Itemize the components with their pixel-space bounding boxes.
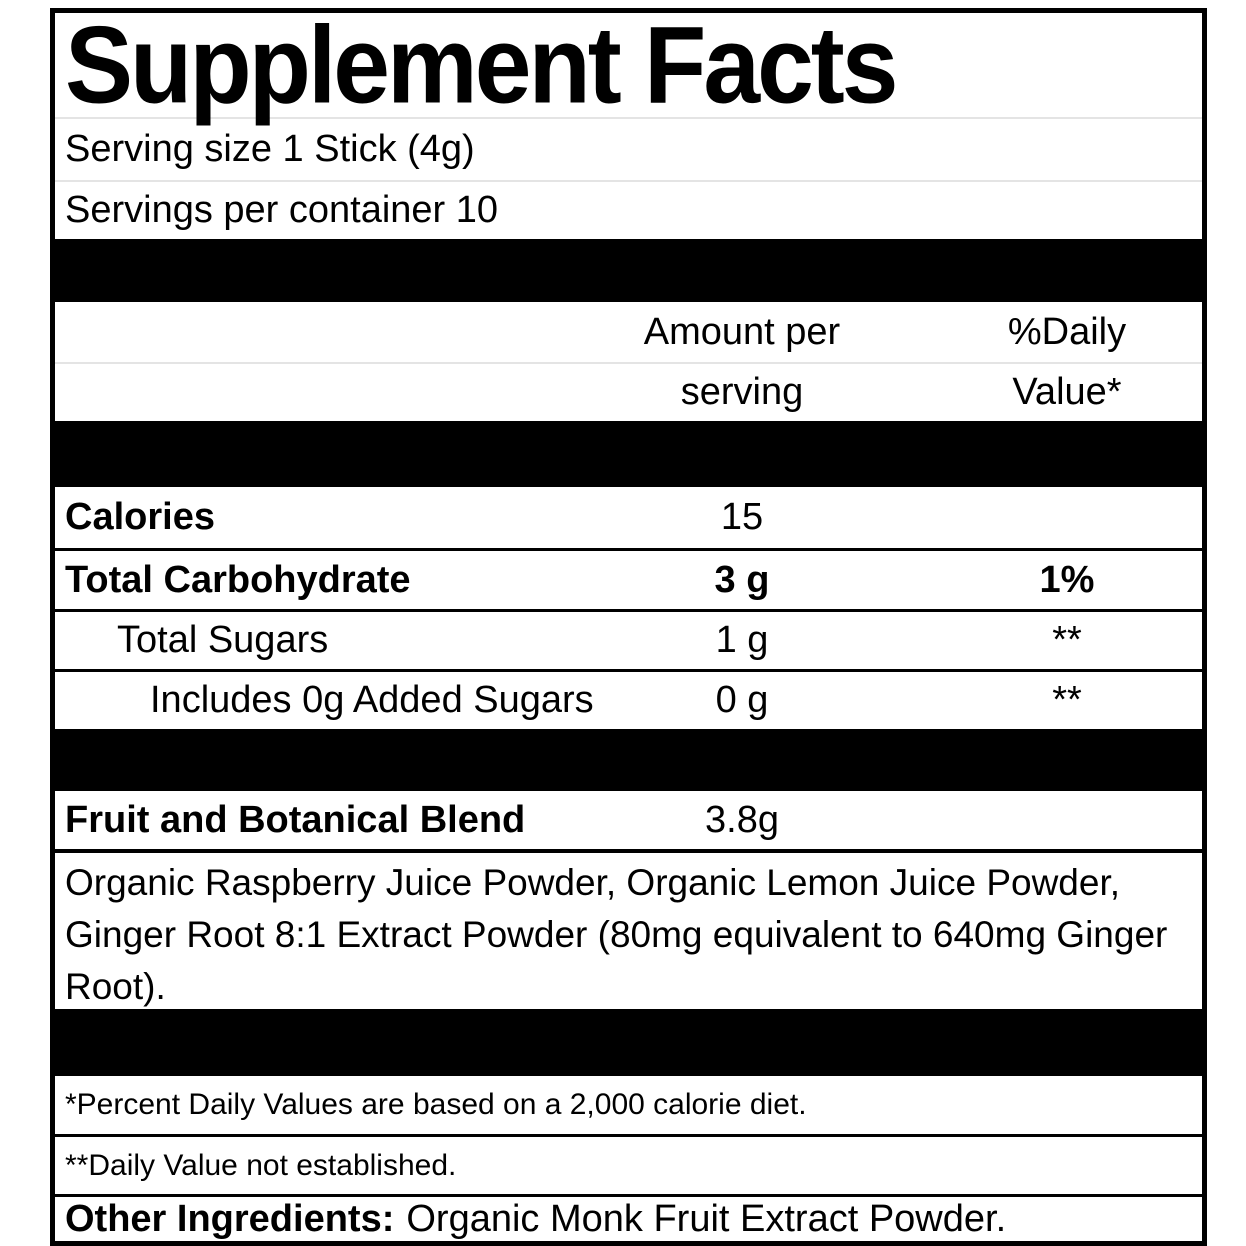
servings-per-container-row: Servings per container 10	[55, 180, 1202, 239]
nutrient-amount: 1 g	[715, 619, 769, 661]
nutrient-row-calories: Calories 15	[55, 487, 1202, 548]
nutrient-amount: 0 g	[715, 679, 769, 721]
footnote-daily-value-text: *Percent Daily Values are based on a 2,0…	[65, 1088, 807, 1121]
other-ingredients-text: Organic Monk Fruit Extract Powder.	[406, 1197, 1007, 1240]
nutrient-row-added-sugars: Includes 0g Added Sugars 0 g **	[55, 669, 1202, 729]
blend-name: Fruit and Botanical Blend	[65, 798, 526, 841]
nutrient-name: Total Sugars	[117, 619, 329, 661]
blend-row: Fruit and Botanical Blend 3.8g	[55, 791, 1202, 849]
servings-per-container-text: Servings per container 10	[65, 189, 499, 231]
nutrient-amount: 3 g	[714, 558, 770, 601]
nutrient-name: Total Carbohydrate	[65, 558, 411, 601]
amount-header-line1: Amount per	[643, 310, 841, 353]
title-row: Supplement Facts	[55, 4, 1202, 126]
label-title: Supplement Facts	[65, 4, 899, 126]
footnote-daily-value: *Percent Daily Values are based on a 2,0…	[55, 1076, 1202, 1134]
amount-header-line2: serving	[680, 371, 804, 413]
separator-band	[55, 729, 1202, 791]
column-header-row-2: serving Value*	[55, 362, 1202, 421]
nutrient-amount: 15	[720, 496, 764, 538]
serving-size-row: Serving size 1 Stick (4g)	[55, 117, 1202, 180]
separator-band	[55, 1009, 1202, 1076]
other-ingredients-label: Other Ingredients:	[65, 1197, 395, 1240]
blend-ingredients-paragraph: Organic Raspberry Juice Powder, Organic …	[55, 849, 1202, 1009]
nutrient-name: Calories	[65, 496, 215, 538]
footnote-not-established: **Daily Value not established.	[55, 1134, 1202, 1194]
dv-header-line2: Value*	[1012, 371, 1122, 413]
footnote-not-established-text: **Daily Value not established.	[65, 1148, 457, 1182]
nutrient-dv: **	[1052, 619, 1082, 661]
dv-header-line1: %Daily	[1007, 310, 1127, 353]
separator-band	[55, 421, 1202, 487]
separator-band	[55, 239, 1202, 302]
nutrient-name: Includes 0g Added Sugars	[150, 679, 594, 721]
other-ingredients-row: Other Ingredients: Organic Monk Fruit Ex…	[55, 1194, 1202, 1241]
nutrient-dv: **	[1052, 679, 1082, 721]
nutrient-row-total-carbohydrate: Total Carbohydrate 3 g 1%	[55, 548, 1202, 609]
supplement-facts-label: Supplement Facts Serving size 1 Stick (4…	[50, 8, 1207, 1246]
serving-size-text: Serving size 1 Stick (4g)	[65, 128, 475, 170]
nutrient-row-total-sugars: Total Sugars 1 g **	[55, 609, 1202, 669]
column-header-row-1: Amount per %Daily	[55, 302, 1202, 362]
nutrient-dv: 1%	[1039, 558, 1095, 601]
blend-amount: 3.8g	[705, 798, 779, 841]
